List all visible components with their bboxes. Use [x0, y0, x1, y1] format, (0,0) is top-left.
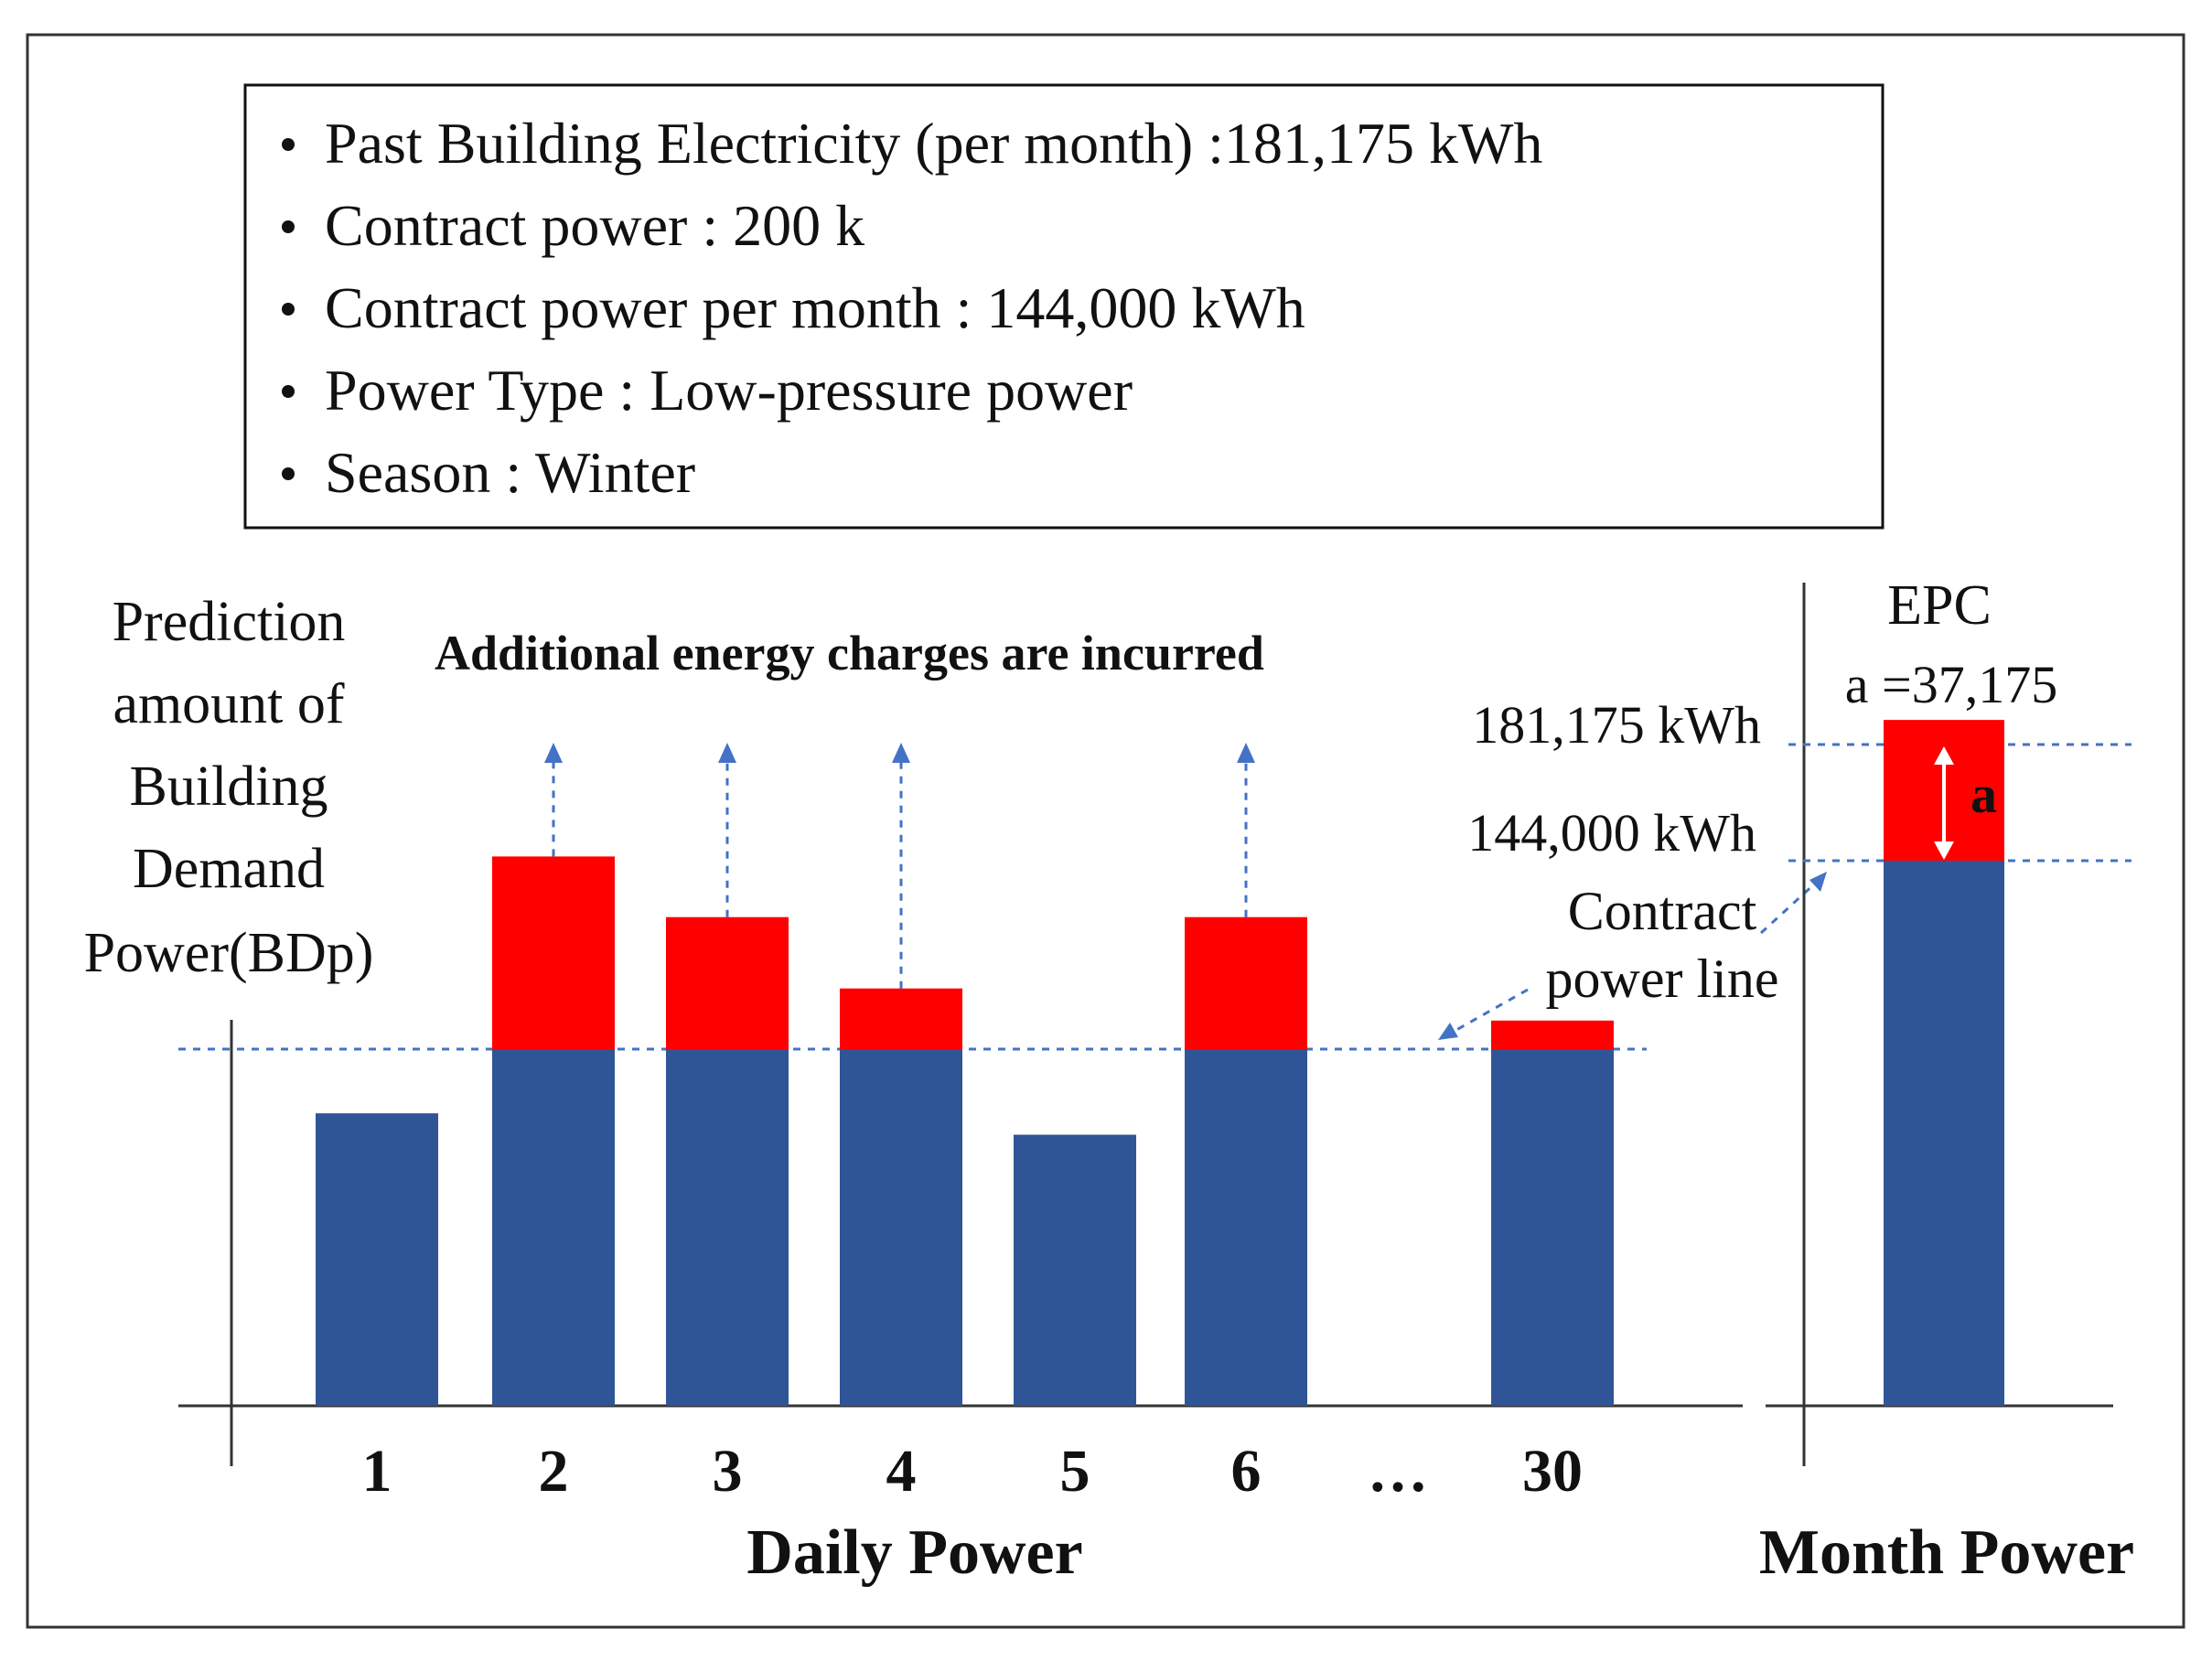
- contract-line-pointer: [1449, 988, 1529, 1035]
- info-box: Past Building Electricity (per month) :1…: [243, 83, 1884, 530]
- daily-excess-bar: [666, 916, 789, 1049]
- y-label-line: Prediction: [113, 591, 346, 653]
- arrow-up-icon: [544, 743, 563, 763]
- arrow-up-icon: [718, 743, 736, 763]
- daily-base-bar: [840, 1049, 962, 1406]
- bullet-icon: [282, 138, 295, 151]
- daily-base-bar: [666, 1049, 789, 1406]
- epc-lower-value: 144,000 kWh: [1467, 803, 1756, 863]
- daily-tick-label: 3: [713, 1438, 743, 1505]
- contract-line-label: Contract power line: [1438, 872, 1827, 1040]
- daily-excess-bar: [492, 856, 615, 1049]
- info-item-text: Past Building Electricity (per month) :1…: [325, 111, 1542, 176]
- excess-bar-label: a: [1970, 765, 1997, 824]
- epc-upper-value: 181,175 kWh: [1472, 695, 1761, 755]
- arrow-head-icon: [1809, 872, 1827, 892]
- y-label-line: Building: [129, 755, 328, 818]
- info-item-text: Season : Winter: [325, 440, 695, 505]
- daily-excess-bar: [1185, 916, 1307, 1049]
- daily-base-bar: [316, 1113, 438, 1406]
- epc-labels: EPC a =37,175 181,175 kWh 144,000 kWh: [1467, 574, 2057, 863]
- info-item: Past Building Electricity (per month) :1…: [282, 111, 1542, 176]
- excess-double-arrow: a: [1934, 746, 1997, 860]
- y-label-line: amount of: [113, 673, 344, 735]
- contract-line-label-line: power line: [1546, 948, 1779, 1009]
- info-box-frame: [243, 83, 1884, 530]
- daily-base-bar: [492, 1049, 615, 1406]
- daily-base-bar: [1491, 1049, 1614, 1406]
- arrow-up-icon: [1237, 743, 1255, 763]
- info-item-text: Contract power : 200 k: [325, 193, 864, 258]
- arrow-down-icon: [1934, 841, 1954, 860]
- daily-axis-title: Daily Power: [746, 1517, 1082, 1588]
- daily-excess-bar: [1491, 1020, 1614, 1049]
- daily-tick-label: 4: [886, 1438, 917, 1505]
- bullet-icon: [282, 467, 295, 480]
- epc-formula: a =37,175: [1845, 655, 2057, 714]
- bullet-icon: [282, 220, 295, 233]
- month-base-bar: [1884, 861, 2004, 1406]
- daily-tick-label: 30: [1522, 1438, 1583, 1505]
- info-item: Contract power : 200 k: [282, 193, 864, 258]
- daily-tick-label: 6: [1231, 1438, 1262, 1505]
- bullet-icon: [282, 385, 295, 398]
- month-axis-title: Month Power: [1759, 1517, 2134, 1588]
- daily-tick-label: 2: [539, 1438, 569, 1505]
- daily-tick-label: 5: [1060, 1438, 1090, 1505]
- arrow-head-icon: [1438, 1023, 1458, 1040]
- daily-base-bar: [1185, 1049, 1307, 1406]
- ellipsis-label: …: [1368, 1438, 1428, 1505]
- y-axis-label: Prediction amount of Building Demand Pow…: [84, 591, 374, 984]
- contract-line-label-line: Contract: [1568, 881, 1757, 941]
- info-item-text: Power Type : Low-pressure power: [325, 358, 1133, 423]
- daily-base-bar: [1014, 1134, 1136, 1406]
- daily-tick-label: 1: [362, 1438, 392, 1505]
- daily-excess-bar: [840, 988, 962, 1049]
- info-item: Contract power per month : 144,000 kWh: [282, 275, 1305, 340]
- bullet-icon: [282, 303, 295, 316]
- y-label-line: Power(BDp): [84, 922, 374, 984]
- contract-line-pointer: [1759, 881, 1818, 935]
- info-item: Power Type : Low-pressure power: [282, 358, 1133, 423]
- info-item-text: Contract power per month : 144,000 kWh: [325, 275, 1305, 340]
- daily-tick-labels: 1 2 3 4 5 6 30: [362, 1438, 1584, 1505]
- arrow-up-icon: [892, 743, 910, 763]
- outer-frame: [26, 33, 2185, 1629]
- arrow-up-icon: [1934, 746, 1954, 765]
- epc-title: EPC: [1887, 574, 1992, 637]
- y-label-line: Demand: [133, 838, 325, 900]
- annotation-title: Additional energy charges are incurred: [435, 626, 1264, 680]
- daily-bars: [316, 856, 1614, 1406]
- daily-arrows: [544, 743, 1255, 989]
- info-item: Season : Winter: [282, 440, 695, 505]
